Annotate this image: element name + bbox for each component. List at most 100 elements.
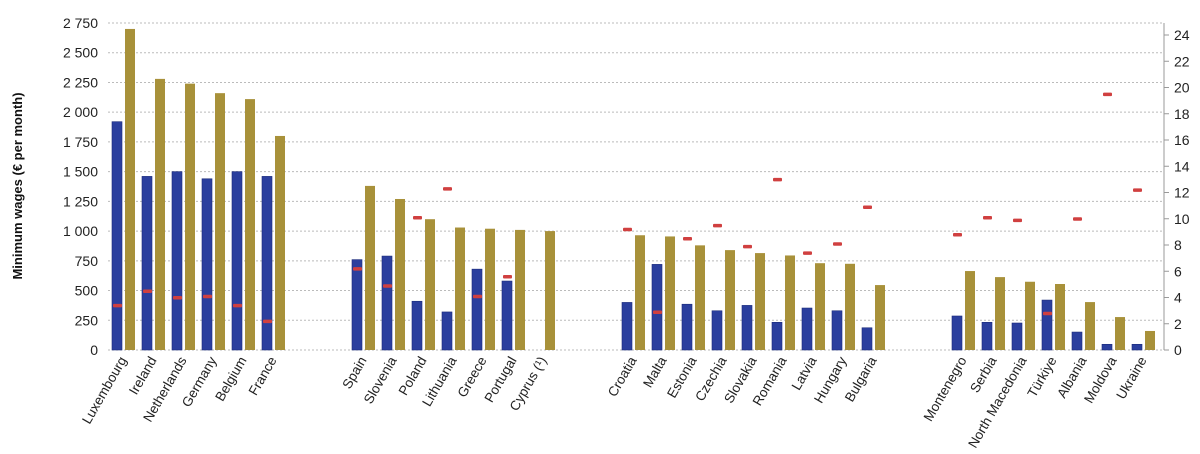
bar-series2-28 xyxy=(1145,330,1155,350)
left-tick-label: 1 750 xyxy=(63,134,98,150)
left-tick-label: 0 xyxy=(90,342,98,358)
left-tick-label: 1 250 xyxy=(63,193,98,209)
marker-series3-3 xyxy=(203,294,212,299)
bar-series2-0 xyxy=(125,28,135,350)
marker-series3-10 xyxy=(473,294,482,299)
right-tick-label: 10 xyxy=(1174,211,1190,227)
category-label: Malta xyxy=(640,354,670,391)
y-axis-label: Minimum wages (€ per month) xyxy=(10,92,25,279)
bar-series1-7 xyxy=(381,255,393,351)
marker-series3-1 xyxy=(143,289,152,293)
bar-series1-18 xyxy=(771,321,783,351)
left-tick-label: 2 750 xyxy=(63,15,98,31)
marker-series3-17 xyxy=(743,244,752,249)
bar-series2-25 xyxy=(1055,284,1065,350)
bar-series2-5 xyxy=(275,135,285,350)
bar-series1-25 xyxy=(1041,299,1053,351)
bar-series2-8 xyxy=(425,219,435,350)
left-tick-label: 500 xyxy=(75,283,99,299)
category-label: Spain xyxy=(339,354,369,391)
bar-series1-22 xyxy=(951,315,963,351)
bar-series2-23 xyxy=(995,277,1005,350)
marker-series3-23 xyxy=(983,215,992,220)
bar-series2-9 xyxy=(455,227,465,350)
marker-series3-25 xyxy=(1043,311,1052,316)
bar-series1-6 xyxy=(351,259,363,351)
marker-series3-0 xyxy=(113,303,122,308)
bar-series2-2 xyxy=(185,83,195,350)
bar-series1-13 xyxy=(621,302,633,351)
bar-series2-16 xyxy=(725,250,735,350)
bar-series2-27 xyxy=(1115,317,1125,350)
marker-series3-21 xyxy=(863,205,872,209)
bar-series1-2 xyxy=(171,171,183,351)
bar-series1-9 xyxy=(441,311,453,351)
bar-series2-4 xyxy=(245,99,255,350)
marker-series3-16 xyxy=(713,223,722,228)
marker-series3-22 xyxy=(953,233,962,237)
bar-series1-24 xyxy=(1011,322,1023,351)
left-tick-label: 1 000 xyxy=(63,223,98,239)
marker-series3-28 xyxy=(1133,188,1142,192)
left-tick-label: 1 500 xyxy=(63,164,98,180)
marker-series3-4 xyxy=(233,303,242,308)
right-tick-label: 6 xyxy=(1174,263,1182,279)
bar-series1-1 xyxy=(141,176,153,351)
bar-series2-24 xyxy=(1025,281,1035,350)
bar-series1-23 xyxy=(981,321,993,351)
right-tick-label: 20 xyxy=(1174,80,1190,96)
marker-series3-14 xyxy=(653,310,662,314)
right-tick-label: 0 xyxy=(1174,342,1182,358)
marker-series3-20 xyxy=(833,242,842,246)
left-tick-label: 750 xyxy=(75,253,99,269)
bar-series1-4 xyxy=(231,171,243,351)
bar-series2-18 xyxy=(785,255,795,350)
bar-series2-17 xyxy=(755,253,765,350)
bar-series2-12 xyxy=(545,231,555,350)
category-label: France xyxy=(246,354,280,398)
right-tick-label: 22 xyxy=(1174,53,1190,69)
right-tick-label: 2 xyxy=(1174,316,1182,332)
bar-series2-3 xyxy=(215,93,225,350)
left-tick-label: 2 250 xyxy=(63,74,98,90)
bar-series2-1 xyxy=(155,78,165,351)
marker-series3-2 xyxy=(173,296,182,300)
bar-series1-8 xyxy=(411,300,423,351)
category-label: Croatia xyxy=(605,354,640,400)
bar-series1-20 xyxy=(831,310,843,351)
bar-series2-13 xyxy=(635,235,645,350)
left-tick-label: 250 xyxy=(75,312,99,328)
right-tick-label: 24 xyxy=(1174,27,1190,43)
marker-series3-11 xyxy=(503,275,512,279)
bar-series1-15 xyxy=(681,303,693,351)
bar-series1-14 xyxy=(651,264,663,351)
bar-series2-19 xyxy=(815,263,825,350)
right-tick-label: 4 xyxy=(1174,290,1182,306)
right-tick-label: 18 xyxy=(1174,106,1190,122)
marker-series3-24 xyxy=(1013,218,1022,223)
bar-series1-17 xyxy=(741,305,753,351)
right-tick-label: 14 xyxy=(1174,158,1190,174)
marker-series3-9 xyxy=(443,187,452,191)
bars xyxy=(111,28,1155,351)
bar-series1-28 xyxy=(1131,343,1143,351)
right-tick-label: 12 xyxy=(1174,185,1190,201)
bar-series1-11 xyxy=(501,280,513,351)
bar-series2-7 xyxy=(395,198,405,350)
marker-series3-13 xyxy=(623,227,632,232)
right-tick-label: 8 xyxy=(1174,237,1182,253)
bar-series2-11 xyxy=(515,229,525,350)
bar-series1-5 xyxy=(261,176,273,351)
category-label: North Macedonia xyxy=(965,354,1030,451)
marker-series3-15 xyxy=(683,236,692,241)
marker-series3-7 xyxy=(383,284,392,288)
left-tick-label: 2 000 xyxy=(63,104,98,120)
marker-series3-6 xyxy=(353,267,362,271)
bar-series2-22 xyxy=(965,271,975,350)
category-labels: LuxembourgIrelandNetherlandsGermanyBelgi… xyxy=(79,354,1150,451)
bar-series2-21 xyxy=(875,285,885,350)
bar-series1-19 xyxy=(801,307,813,351)
bar-series2-15 xyxy=(695,245,705,350)
marker-series3-8 xyxy=(413,215,422,220)
bar-series1-10 xyxy=(471,268,483,351)
